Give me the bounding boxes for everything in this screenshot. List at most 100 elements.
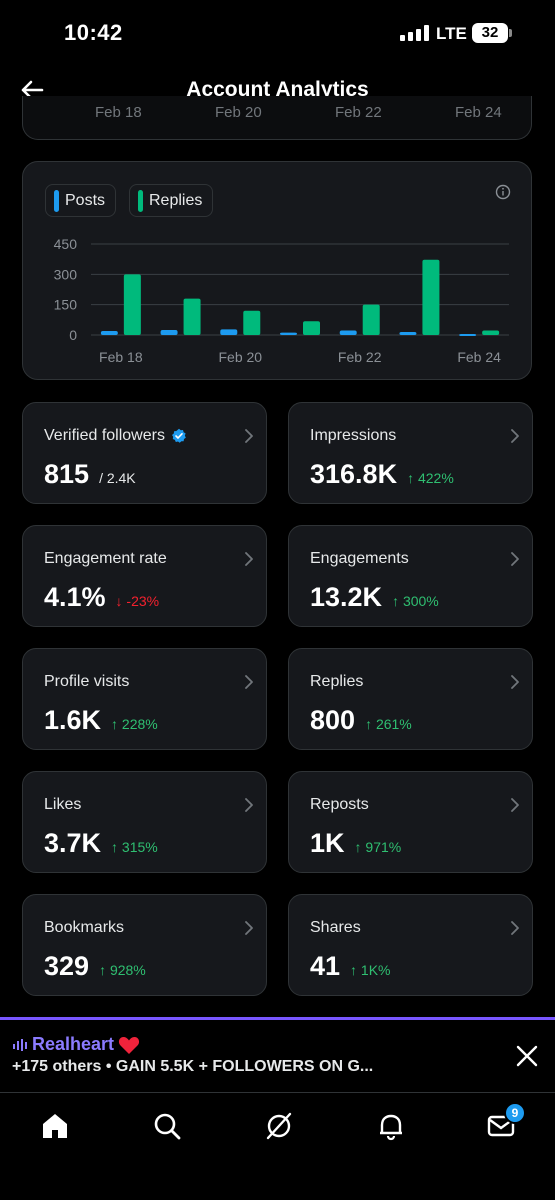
posts-bar[interactable]: [220, 329, 238, 335]
stat-label-text: Reposts: [310, 796, 369, 813]
bar-chart: 0 150 300 450 Feb 18 Feb 20 Feb 22 Feb 24: [54, 236, 509, 365]
stat-value: 316.8K: [310, 459, 398, 489]
grok-icon[interactable]: [264, 1111, 294, 1141]
posts-bar[interactable]: [280, 332, 297, 335]
legend-replies-toggle[interactable]: Replies: [129, 184, 214, 217]
messages-icon[interactable]: [486, 1111, 516, 1141]
audio-wave-icon: [13, 1038, 27, 1051]
stat-card[interactable]: Reposts 1K ↑ 971%: [288, 771, 533, 873]
stat-value-row: 41 ↑ 1K%: [310, 951, 391, 982]
stat-delta: ↑ 1K%: [350, 962, 391, 978]
stat-label: Verified followers: [44, 427, 187, 445]
chevron-right-icon: [244, 798, 254, 812]
replies-bar[interactable]: [422, 259, 440, 335]
stat-card[interactable]: Shares 41 ↑ 1K%: [288, 894, 533, 996]
stat-label-text: Bookmarks: [44, 919, 125, 936]
stat-value-row: 316.8K ↑ 422%: [310, 459, 454, 490]
prev-axis-label: Feb 22: [335, 104, 382, 121]
home-icon[interactable]: [40, 1111, 70, 1141]
stat-label-text: Likes: [44, 796, 82, 813]
y-tick-label: 0: [69, 327, 77, 343]
posts-bar[interactable]: [399, 331, 417, 335]
replies-swatch: [138, 189, 143, 212]
close-icon[interactable]: [515, 1044, 539, 1068]
stat-label: Impressions: [310, 427, 396, 445]
replies-bar[interactable]: [183, 298, 201, 335]
replies-bar[interactable]: [123, 274, 141, 335]
stat-value-row: 13.2K ↑ 300%: [310, 582, 439, 613]
banner-title: Realheart: [12, 1034, 140, 1055]
replies-bar[interactable]: [243, 310, 261, 335]
prev-axis-label: Feb 18: [95, 104, 142, 121]
stat-card[interactable]: Profile visits 1.6K ↑ 228%: [22, 648, 267, 750]
battery-tip: [509, 29, 512, 37]
header: Account Analytics: [0, 64, 555, 116]
posts-swatch: [54, 189, 59, 212]
y-tick-label: 150: [54, 297, 78, 313]
stat-delta: ↑ 971%: [354, 839, 402, 855]
chevron-right-icon: [244, 429, 254, 443]
stat-delta: ↓ -23%: [115, 593, 160, 609]
replies-bar[interactable]: [482, 330, 500, 335]
prev-axis-label: Feb 20: [215, 104, 262, 121]
stat-label-text: Replies: [310, 673, 364, 690]
signal-icon: [400, 25, 430, 41]
stat-delta: ↑ 315%: [111, 839, 158, 855]
stat-label: Profile visits: [44, 673, 129, 691]
search-icon[interactable]: [152, 1111, 182, 1141]
posts-bar[interactable]: [339, 330, 357, 335]
previous-chart-card: Feb 18 Feb 20 Feb 22 Feb 24: [22, 96, 532, 140]
stat-label-text: Impressions: [310, 427, 397, 444]
stat-value-row: 1K ↑ 971%: [310, 828, 401, 859]
stat-label-text: Engagement rate: [44, 550, 167, 567]
stat-delta: ↑ 300%: [392, 593, 439, 609]
x-tick-label: Feb 24: [457, 349, 501, 365]
stat-value: 41: [310, 951, 341, 981]
stat-card[interactable]: Impressions 316.8K ↑ 422%: [288, 402, 533, 504]
stat-value-row: 4.1% ↓ -23%: [44, 582, 159, 613]
posts-replies-chart-card: Posts Replies 0 150 300 450 Feb 18 Feb 20 Feb …: [22, 161, 532, 380]
chevron-right-icon: [244, 921, 254, 935]
replies-bar[interactable]: [362, 304, 380, 335]
stat-value: 1.6K: [44, 705, 102, 735]
stat-value-row: 1.6K ↑ 228%: [44, 705, 158, 736]
info-icon[interactable]: [495, 184, 511, 200]
back-arrow-icon[interactable]: [16, 74, 48, 106]
notification-banner[interactable]: Realheart +175 others • GAIN 5.5K + FOLL…: [0, 1020, 555, 1092]
posts-bar[interactable]: [100, 330, 118, 335]
bottom-nav: [0, 1092, 555, 1200]
banner-divider: [0, 1017, 555, 1020]
stat-card[interactable]: Likes 3.7K ↑ 315%: [22, 771, 267, 873]
stat-label: Shares: [310, 919, 361, 937]
stat-value-row: 329 ↑ 928%: [44, 951, 146, 982]
stat-label: Engagement rate: [44, 550, 167, 568]
stat-label: Likes: [44, 796, 81, 814]
legend-replies-label: Replies: [149, 191, 203, 209]
stat-card[interactable]: Engagement rate 4.1% ↓ -23%: [22, 525, 267, 627]
stat-label: Bookmarks: [44, 919, 124, 937]
posts-bar[interactable]: [160, 329, 178, 335]
battery-icon: 32: [472, 23, 508, 43]
chevron-right-icon: [510, 921, 520, 935]
status-time: 10:42: [64, 20, 123, 45]
y-tick-label: 450: [54, 236, 78, 252]
notifications-icon[interactable]: [376, 1111, 406, 1141]
stat-card[interactable]: Verified followers 815 / 2.4K: [22, 402, 267, 504]
stat-value: 4.1%: [44, 582, 106, 612]
stat-card[interactable]: Bookmarks 329 ↑ 928%: [22, 894, 267, 996]
stat-card[interactable]: Engagements 13.2K ↑ 300%: [288, 525, 533, 627]
banner-body: +175 others • GAIN 5.5K + FOLLOWERS ON G…: [12, 1058, 374, 1075]
stat-label-text: Engagements: [310, 550, 409, 567]
verified-badge-icon: [171, 428, 187, 444]
stat-value-row: 815 / 2.4K: [44, 459, 136, 490]
stat-label-text: Profile visits: [44, 673, 130, 690]
replies-bar[interactable]: [303, 321, 320, 335]
messages-badge: 9: [504, 1102, 526, 1124]
stat-label: Replies: [310, 673, 363, 691]
legend-posts-toggle[interactable]: Posts: [45, 184, 117, 217]
stat-value-row: 800 ↑ 261%: [310, 705, 412, 736]
y-tick-label: 300: [54, 266, 78, 282]
chevron-right-icon: [510, 552, 520, 566]
stat-card[interactable]: Replies 800 ↑ 261%: [288, 648, 533, 750]
posts-bar[interactable]: [459, 333, 477, 336]
